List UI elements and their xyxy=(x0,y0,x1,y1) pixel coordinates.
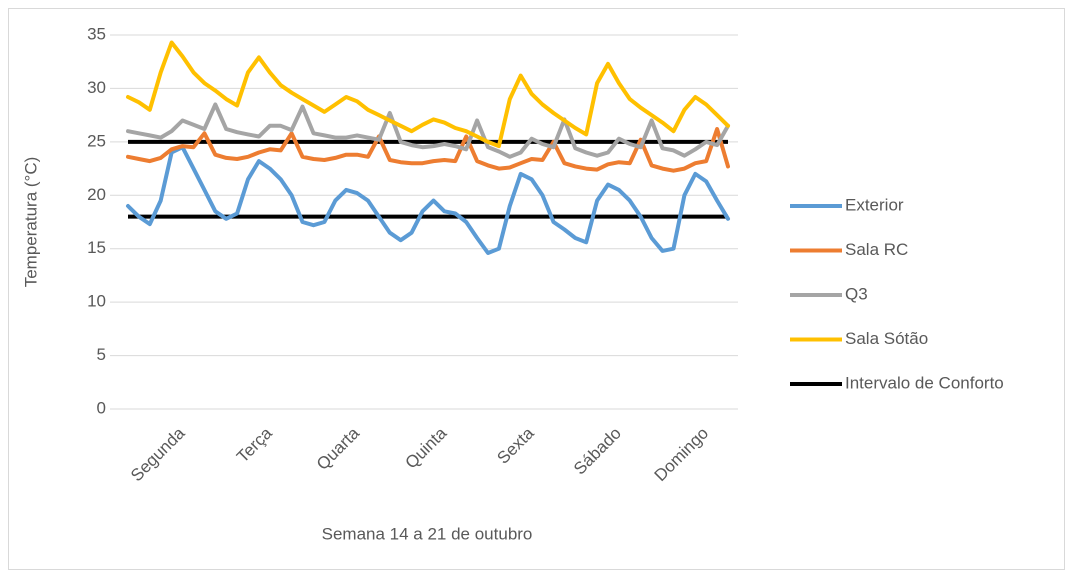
series-line xyxy=(126,40,730,149)
y-tick-label: 5 xyxy=(97,345,106,364)
legend-label: Q3 xyxy=(845,284,868,303)
y-axis-label: Temperatura (°C) xyxy=(21,157,40,288)
chart-border xyxy=(8,8,1065,570)
legend-label: Sala RC xyxy=(845,240,908,259)
x-axis-label: Semana 14 a 21 de outubro xyxy=(322,524,533,543)
y-tick-label: 10 xyxy=(87,292,106,311)
series-line xyxy=(126,127,730,173)
legend-label: Sala Sótão xyxy=(845,329,928,348)
y-tick-label: 0 xyxy=(97,398,106,417)
y-tick-label: 30 xyxy=(87,78,106,97)
series-line xyxy=(126,145,730,255)
legend-label: Exterior xyxy=(845,195,904,214)
y-tick-label: 20 xyxy=(87,185,106,204)
series-line xyxy=(126,102,730,159)
y-tick-label: 35 xyxy=(87,24,106,43)
y-tick-label: 25 xyxy=(87,131,106,150)
y-tick-label: 15 xyxy=(87,238,106,257)
legend-label: Intervalo de Conforto xyxy=(845,373,1004,392)
